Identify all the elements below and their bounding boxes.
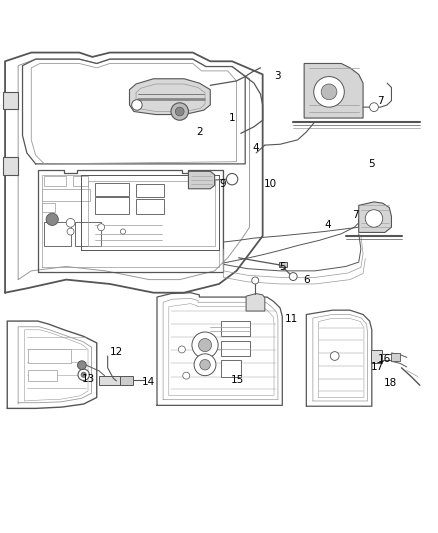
Text: 17: 17	[371, 362, 384, 372]
Text: 1: 1	[229, 113, 235, 123]
Text: 18: 18	[384, 378, 397, 388]
Circle shape	[226, 174, 238, 185]
Circle shape	[314, 77, 344, 107]
Bar	[28, 370, 57, 381]
Text: 12: 12	[110, 346, 123, 357]
Circle shape	[98, 224, 105, 231]
Text: 7: 7	[377, 96, 384, 107]
Circle shape	[321, 84, 337, 100]
Polygon shape	[246, 294, 265, 311]
Circle shape	[178, 346, 185, 353]
Circle shape	[120, 229, 126, 234]
Text: 2: 2	[196, 127, 203, 137]
Text: 5: 5	[368, 159, 375, 169]
Circle shape	[330, 352, 339, 360]
Text: 3: 3	[275, 71, 281, 81]
Bar	[371, 350, 382, 364]
Circle shape	[67, 228, 74, 235]
Bar	[99, 376, 120, 385]
Circle shape	[81, 372, 86, 377]
Bar	[42, 203, 55, 212]
Bar	[44, 176, 66, 185]
Circle shape	[198, 338, 212, 352]
Polygon shape	[304, 63, 363, 118]
Text: 11: 11	[284, 314, 298, 324]
Text: 4: 4	[253, 143, 259, 153]
Text: 4: 4	[325, 220, 332, 230]
Bar	[28, 350, 71, 364]
Circle shape	[171, 103, 188, 120]
Bar	[392, 353, 400, 361]
Bar	[279, 262, 287, 268]
Circle shape	[78, 369, 89, 381]
Circle shape	[200, 359, 210, 370]
Bar	[221, 360, 241, 376]
Polygon shape	[188, 171, 215, 189]
Bar	[221, 341, 250, 356]
Circle shape	[194, 354, 216, 376]
Text: 14: 14	[141, 377, 155, 387]
Bar	[221, 321, 250, 336]
Bar	[75, 222, 101, 246]
Text: 15: 15	[231, 375, 244, 385]
Text: 9: 9	[219, 180, 226, 189]
Text: 16: 16	[378, 354, 392, 364]
Circle shape	[289, 272, 297, 280]
Circle shape	[183, 372, 190, 379]
Bar	[3, 157, 18, 175]
Bar	[73, 176, 88, 185]
Polygon shape	[359, 202, 392, 232]
Bar	[3, 92, 18, 109]
Text: 10: 10	[264, 180, 277, 189]
Bar	[136, 183, 164, 197]
Circle shape	[78, 361, 86, 369]
Circle shape	[252, 277, 259, 284]
Bar	[136, 199, 164, 214]
Circle shape	[175, 107, 184, 116]
Polygon shape	[130, 79, 210, 115]
Bar	[44, 222, 71, 246]
Bar	[95, 197, 130, 214]
Circle shape	[370, 103, 378, 111]
Circle shape	[132, 100, 142, 110]
Text: 5: 5	[279, 262, 286, 272]
Text: 13: 13	[81, 374, 95, 384]
Bar	[95, 183, 130, 196]
Circle shape	[365, 210, 383, 227]
Bar	[42, 189, 90, 201]
Circle shape	[46, 213, 58, 225]
Bar	[120, 376, 133, 385]
Circle shape	[192, 332, 218, 358]
Text: 6: 6	[303, 276, 310, 286]
Text: 7: 7	[352, 210, 359, 220]
Circle shape	[66, 219, 75, 227]
